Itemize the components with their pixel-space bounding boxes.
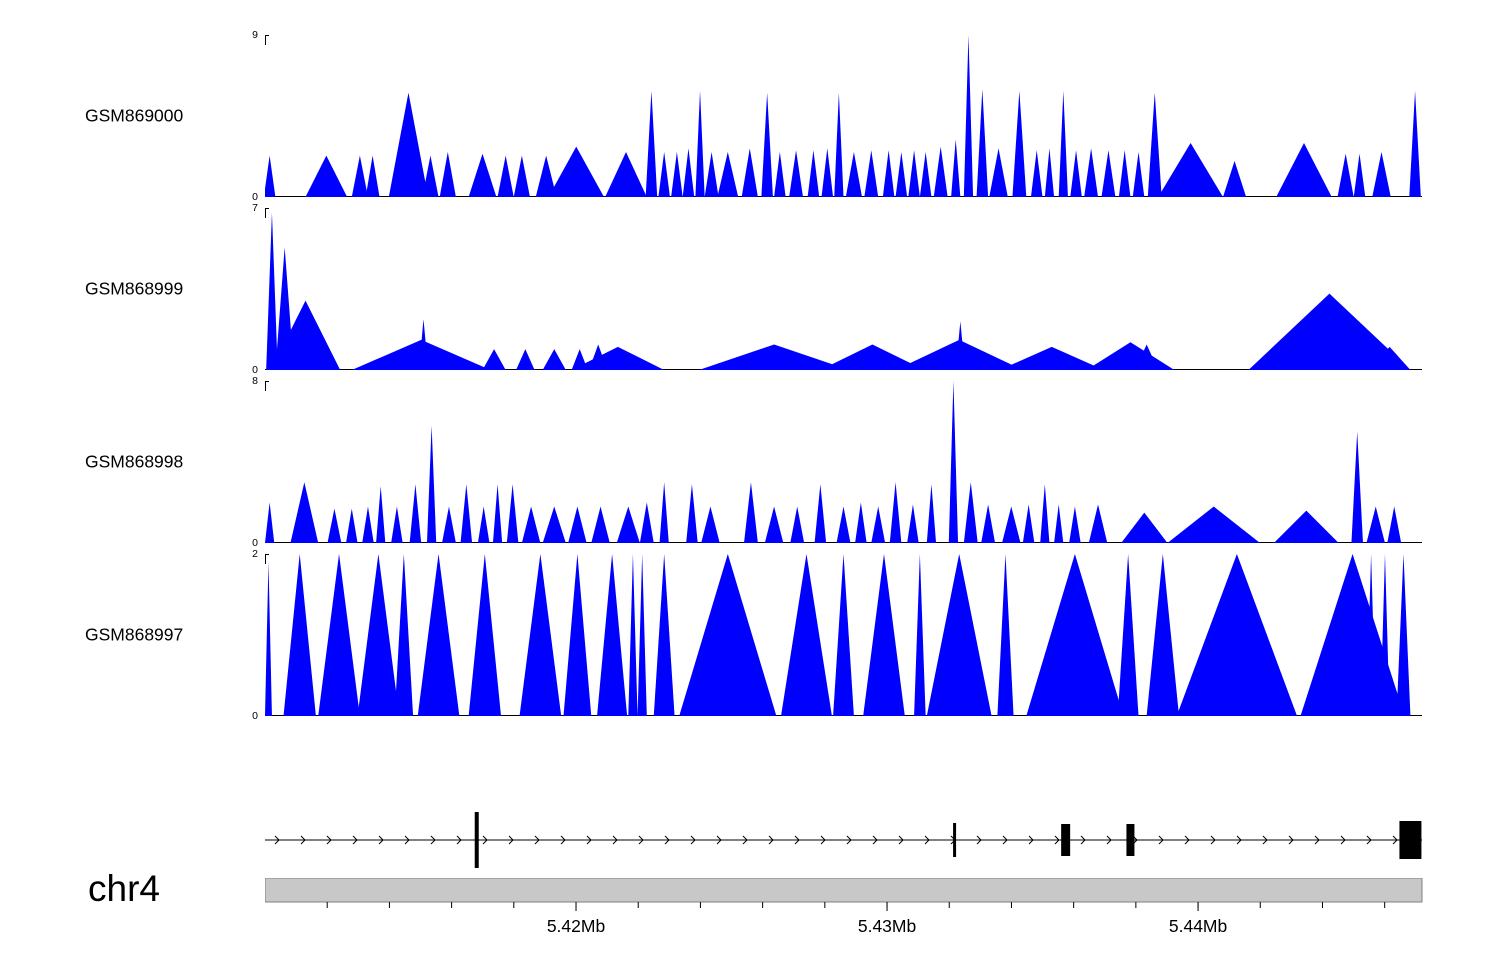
chrom-axis-svg: 5.42Mb 5.43Mb 5.44Mb — [264, 877, 1423, 936]
y-axis-max-label: 8 — [252, 375, 258, 387]
track-label: GSM868998 — [85, 451, 184, 472]
svg-text:5.43Mb: 5.43Mb — [858, 916, 916, 936]
coverage-track-gsm868998: GSM868998 8 0 — [0, 375, 1500, 549]
y-axis-zero-label: 0 — [252, 710, 258, 722]
chromosome-name: chr4 — [88, 868, 160, 909]
y-axis-zero-label: 0 — [252, 537, 258, 549]
coverage-area-plot — [265, 208, 1422, 370]
svg-text:5.42Mb: 5.42Mb — [547, 916, 605, 936]
y-axis-zero-label: 0 — [252, 364, 258, 376]
track-label: GSM868997 — [85, 624, 184, 645]
track-label: GSM869000 — [85, 105, 184, 126]
coverage-track-gsm869000: GSM869000 9 0 — [0, 29, 1500, 203]
gene-model-svg — [265, 812, 1422, 868]
coverage-track-gsm868997: GSM868997 2 0 — [0, 548, 1500, 722]
y-axis-max-label: 2 — [252, 548, 258, 560]
coverage-area-plot — [265, 35, 1422, 197]
chromosome-axis: 5.42Mb 5.43Mb 5.44Mb — [264, 877, 1450, 953]
gene-model-track — [265, 805, 1450, 875]
svg-text:5.44Mb: 5.44Mb — [1169, 916, 1227, 936]
coverage-area-plot — [265, 554, 1422, 716]
y-axis-max-label: 9 — [252, 29, 258, 41]
y-axis-max-label: 7 — [252, 202, 258, 214]
coverage-area-plot — [265, 381, 1422, 543]
coverage-track-gsm868999: GSM868999 7 0 — [0, 202, 1500, 376]
y-axis-zero-label: 0 — [252, 191, 258, 203]
track-label: GSM868999 — [85, 278, 184, 299]
